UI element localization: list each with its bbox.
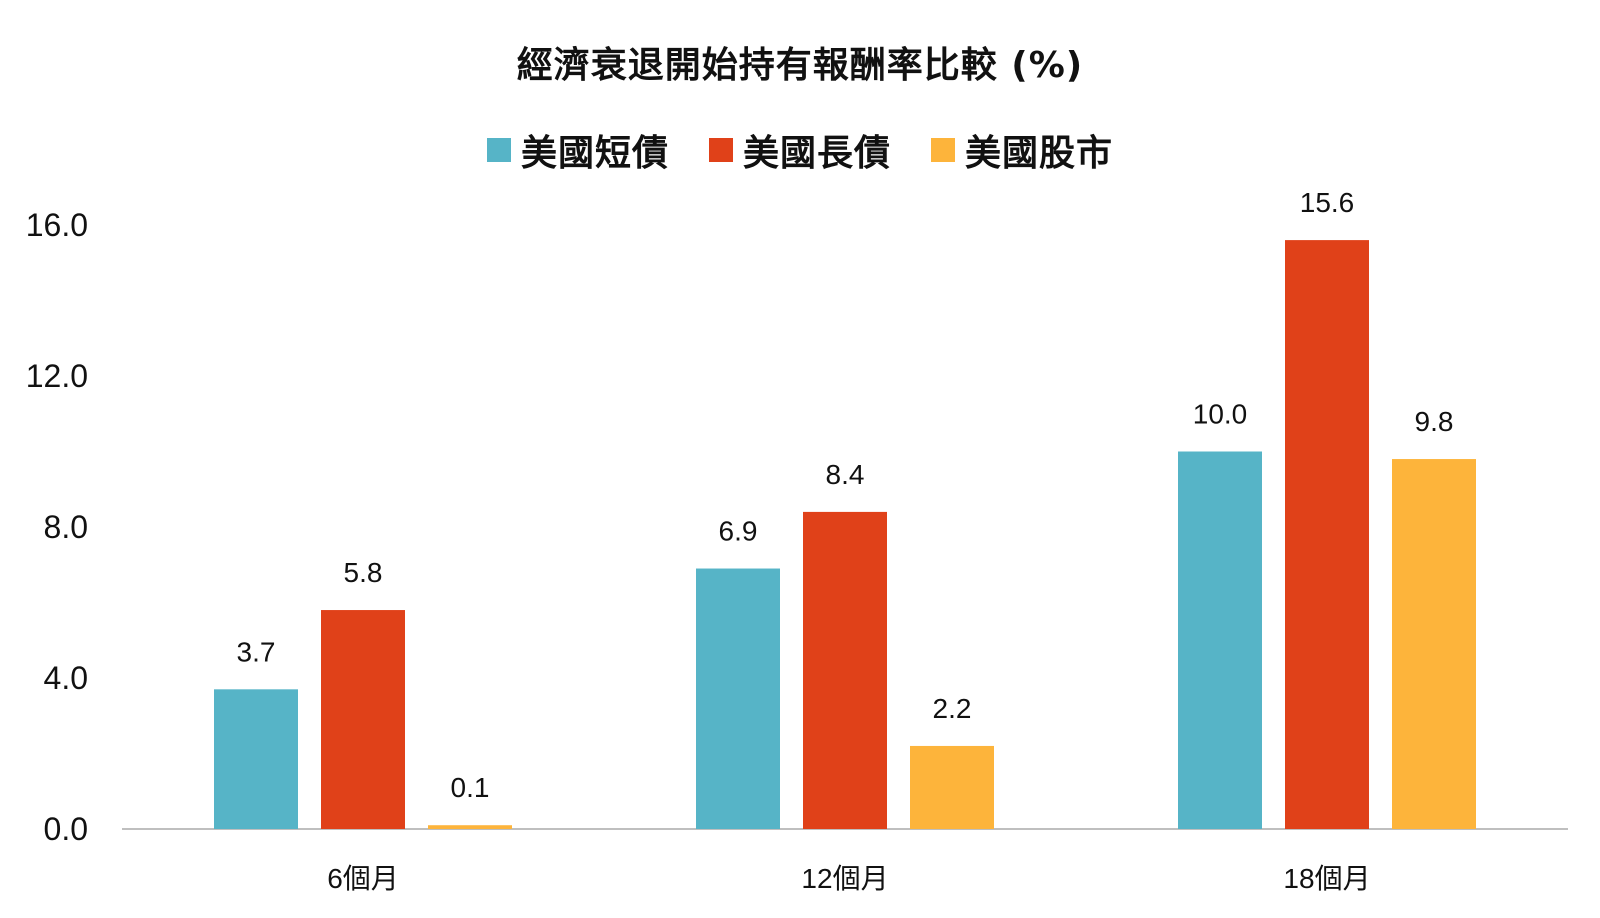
legend-swatch-long-bond — [708, 138, 733, 162]
value-label-1-0: 6.9 — [719, 516, 758, 547]
value-label-0-2: 0.1 — [451, 772, 490, 803]
bar-1-1 — [803, 511, 887, 829]
y-tick-label-3: 12.0 — [26, 358, 88, 394]
bar-2-2 — [1392, 459, 1476, 829]
value-label-1-1: 8.4 — [826, 459, 865, 490]
legend-item-short-bond: 美國短債 — [486, 124, 669, 176]
value-label-0-1: 5.8 — [344, 557, 383, 588]
value-label-2-1: 15.6 — [1300, 187, 1355, 218]
x-category-label-1: 12個月 — [801, 863, 888, 894]
chart-title: 經濟衰退開始持有報酬率比較 (%) — [516, 45, 1084, 86]
value-label-0-0: 3.7 — [237, 636, 276, 667]
bar-1-0 — [696, 568, 780, 829]
bar-0-2 — [428, 825, 512, 829]
value-label-2-0: 10.0 — [1193, 399, 1248, 430]
bar-0-1 — [321, 610, 405, 829]
bar-2-1 — [1285, 240, 1369, 830]
legend-swatch-stock — [931, 138, 955, 162]
y-tick-label-4: 16.0 — [26, 207, 88, 243]
value-label-2-2: 9.8 — [1415, 406, 1454, 437]
legend-label-long-bond: 美國長債 — [742, 133, 891, 174]
legend-label-short-bond: 美國短債 — [520, 133, 669, 174]
bar-0-0 — [214, 689, 298, 829]
bar-2-0 — [1178, 451, 1262, 829]
y-tick-label-2: 8.0 — [44, 509, 88, 545]
legend-label-stock: 美國股市 — [965, 133, 1114, 174]
bar-1-2 — [910, 745, 994, 829]
value-label-1-2: 2.2 — [933, 693, 972, 724]
y-tick-label-1: 4.0 — [44, 660, 88, 696]
legend: 美國短債 美國長債 美國股市 — [0, 124, 1600, 176]
legend-swatch-short-bond — [486, 138, 511, 162]
legend-item-long-bond: 美國長債 — [708, 124, 891, 176]
x-category-label-0: 6個月 — [327, 863, 399, 894]
x-category-label-2: 18個月 — [1283, 863, 1370, 894]
y-tick-label-0: 0.0 — [44, 811, 88, 847]
legend-item-stock: 美國股市 — [931, 124, 1113, 176]
